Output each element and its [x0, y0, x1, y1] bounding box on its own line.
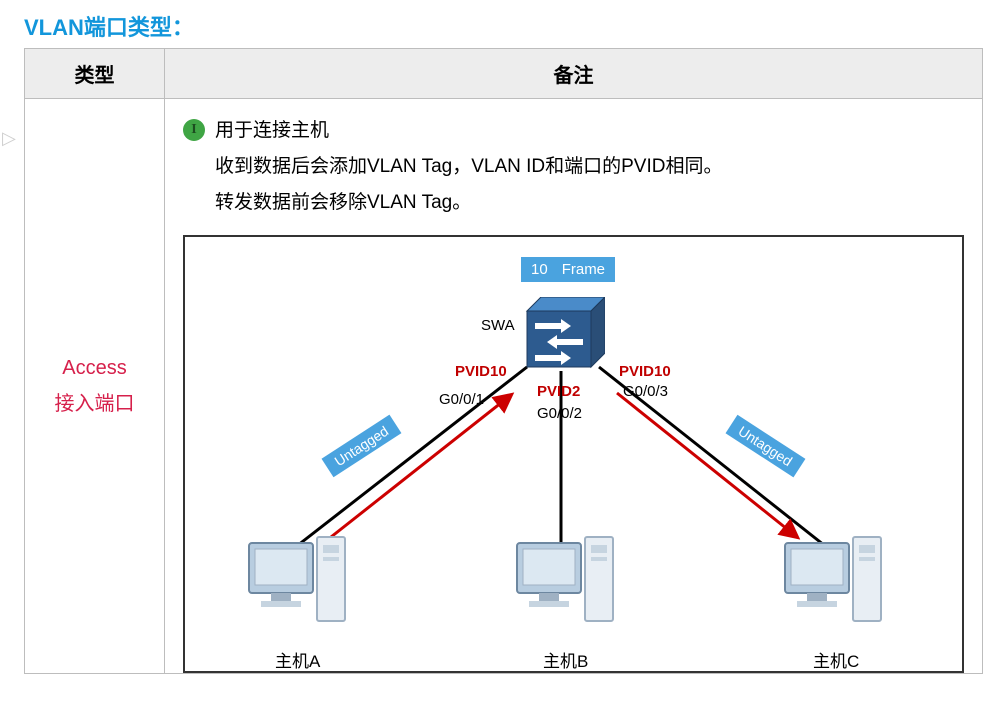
- pvid-left: PVID10: [455, 363, 507, 380]
- type-name-cn: 接入端口: [25, 386, 164, 422]
- iface-left: G0/0/1: [439, 391, 484, 408]
- paragraph-mark-icon: ▷: [2, 128, 16, 149]
- notes-line: 转发数据前会移除VLAN Tag。: [215, 185, 964, 221]
- host-c-icon: [781, 535, 891, 639]
- page-title: VLAN端口类型：: [0, 0, 1007, 48]
- notes-cell: I 用于连接主机 收到数据后会添加VLAN Tag，VLAN ID和端口的PVI…: [165, 99, 983, 674]
- host-b-icon: [513, 535, 623, 639]
- frame-text: Frame: [562, 261, 605, 278]
- pvid-right: PVID10: [619, 363, 671, 380]
- table-row: Access 接入端口 I 用于连接主机 收到数据后会添加VLAN Tag，VL…: [25, 99, 983, 674]
- col-header-notes: 备注: [165, 49, 983, 99]
- col-header-type: 类型: [25, 49, 165, 99]
- network-diagram: 10 Frame SWA: [183, 235, 964, 673]
- iface-right: G0/0/3: [623, 383, 668, 400]
- type-name-en: Access: [25, 350, 164, 386]
- notes-text: I 用于连接主机 收到数据后会添加VLAN Tag，VLAN ID和端口的PVI…: [165, 99, 982, 229]
- switch-icon: [517, 297, 605, 369]
- host-a-label: 主机A: [275, 647, 320, 672]
- iface-mid: G0/0/2: [537, 405, 582, 422]
- text-cursor-icon: I: [183, 119, 205, 141]
- pvid-mid: PVID2: [537, 383, 580, 400]
- host-b-label: 主机B: [543, 647, 588, 672]
- notes-line: 用于连接主机: [215, 113, 964, 149]
- notes-line: 收到数据后会添加VLAN Tag，VLAN ID和端口的PVID相同。: [215, 149, 964, 185]
- frame-vlan-id: 10: [531, 261, 548, 278]
- switch-name: SWA: [481, 317, 515, 334]
- host-a-icon: [245, 535, 355, 639]
- type-cell: Access 接入端口: [25, 99, 165, 674]
- frame-label: 10 Frame: [521, 257, 615, 282]
- vlan-port-type-table: 类型 备注 Access 接入端口 I 用于连接主机 收到数据后会添加VLAN …: [24, 48, 983, 674]
- host-c-label: 主机C: [813, 647, 859, 672]
